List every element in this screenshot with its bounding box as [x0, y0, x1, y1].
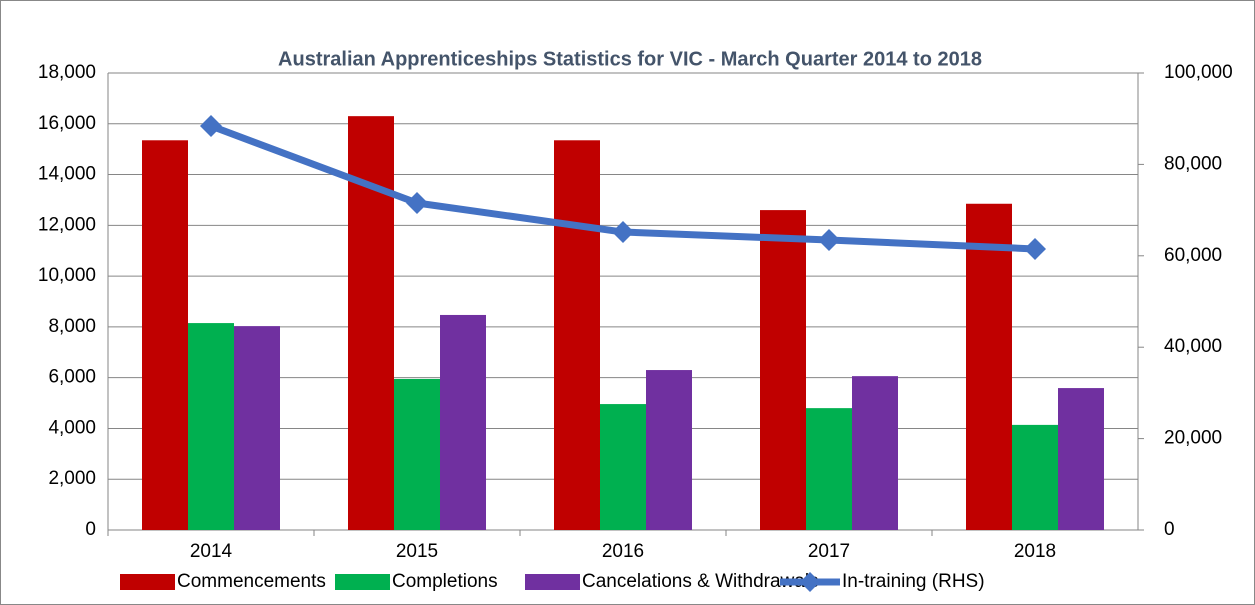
bar: [1058, 388, 1104, 530]
x-tick-label: 2018: [1014, 541, 1056, 562]
legend-label: Completions: [392, 571, 498, 592]
legend-marker: [800, 572, 820, 592]
chart-title: Australian Apprenticeships Statistics fo…: [278, 48, 982, 70]
y-tick-label: 18,000: [38, 62, 96, 83]
x-tick-label: 2017: [808, 541, 850, 562]
marker: [200, 115, 222, 138]
y2-tick-label: 100,000: [1164, 62, 1233, 83]
bar: [760, 210, 806, 530]
y2-tick-label: 40,000: [1164, 336, 1222, 357]
bar: [806, 408, 852, 530]
y-tick-label: 8,000: [48, 316, 96, 337]
bar: [554, 140, 600, 530]
x-tick-label: 2015: [396, 541, 438, 562]
bar: [646, 370, 692, 530]
legend-label: In-training (RHS): [842, 571, 985, 592]
bar: [394, 378, 440, 530]
bar: [1012, 424, 1058, 530]
y-tick-label: 4,000: [48, 417, 96, 438]
bar: [234, 326, 280, 530]
marker: [1024, 237, 1046, 260]
marker: [818, 229, 840, 252]
y-tick-label: 16,000: [38, 113, 96, 134]
legend-label: Cancelations & Withdrawals: [582, 571, 819, 592]
y-tick-label: 14,000: [38, 164, 96, 185]
y2-tick-label: 60,000: [1164, 245, 1222, 266]
legend-label: Commencements: [177, 571, 326, 592]
legend-swatch: [525, 574, 580, 590]
y2-tick-label: 0: [1164, 519, 1175, 540]
marker: [406, 192, 428, 215]
x-tick-label: 2016: [602, 541, 644, 562]
bar: [142, 140, 188, 530]
bar: [600, 404, 646, 530]
y2-tick-label: 80,000: [1164, 153, 1222, 174]
y2-tick-label: 20,000: [1164, 428, 1222, 449]
y-tick-label: 2,000: [48, 468, 96, 489]
bar: [966, 203, 1012, 530]
bar: [440, 314, 486, 530]
bar: [852, 376, 898, 530]
marker: [612, 221, 634, 244]
x-tick-label: 2014: [190, 541, 233, 562]
y-tick-label: 12,000: [38, 214, 96, 235]
legend-swatch: [335, 574, 390, 590]
y-tick-label: 0: [85, 519, 96, 540]
y-tick-label: 6,000: [48, 367, 96, 388]
legend-swatch: [120, 574, 175, 590]
bar: [188, 323, 234, 530]
y-tick-label: 10,000: [38, 265, 96, 286]
